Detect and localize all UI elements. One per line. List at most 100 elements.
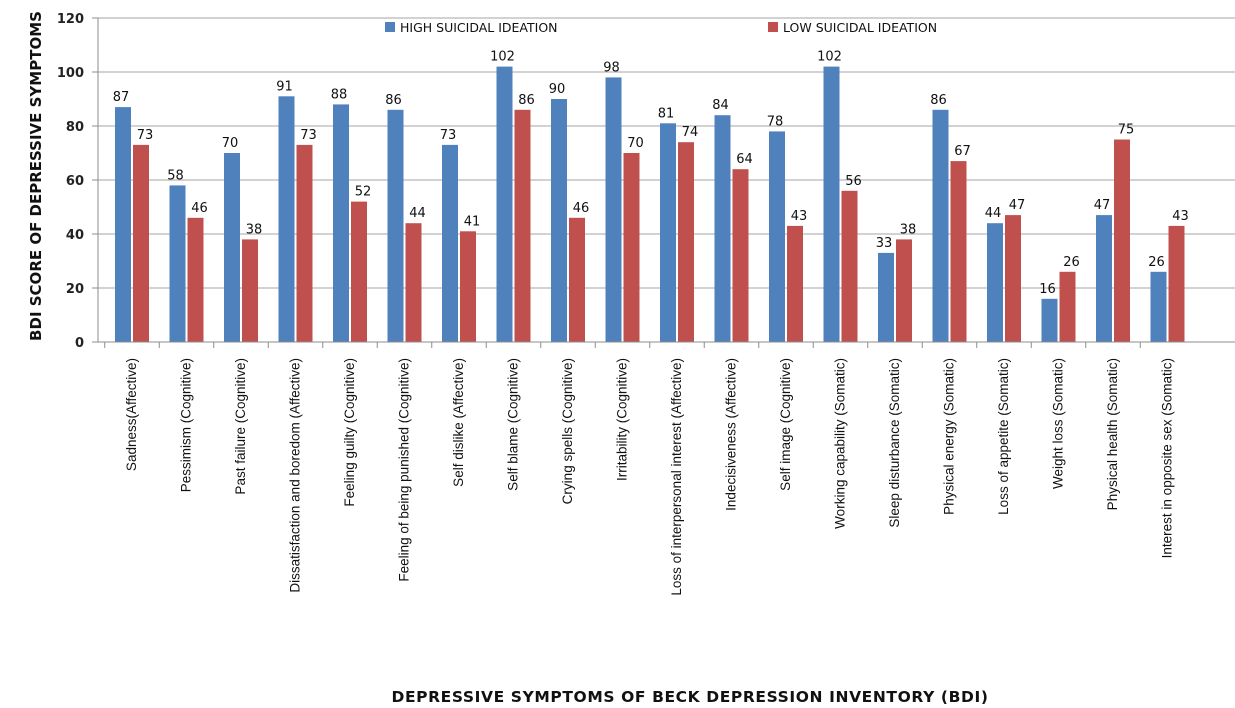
x-category-label: Indecisiveness (Affective)	[724, 358, 739, 511]
data-label-high: 16	[1039, 282, 1056, 297]
bar-high-suicidal-ideation	[660, 123, 676, 342]
data-label-low: 74	[682, 125, 699, 140]
data-label-low: 73	[137, 128, 154, 143]
bar-high-suicidal-ideation	[987, 223, 1003, 342]
data-label-low: 26	[1063, 255, 1080, 270]
bar-high-suicidal-ideation	[714, 115, 731, 342]
bar-high-suicidal-ideation	[387, 109, 404, 342]
data-label-high: 88	[331, 87, 348, 102]
data-labels: 87 73 58 46 70 38 91 73 88 52 86 44 73 41 102 86 90 46 98 7…	[113, 50, 1189, 297]
data-label-high: 33	[876, 236, 893, 251]
data-label-high: 58	[167, 168, 184, 183]
x-category-label: Physical energy (Somatic)	[942, 358, 957, 515]
y-tick-label: 60	[66, 174, 84, 189]
data-label-low: 46	[191, 201, 208, 216]
bars	[115, 66, 1185, 343]
data-label-low: 44	[409, 206, 426, 221]
bar-high-suicidal-ideation	[823, 66, 840, 342]
data-label-high: 102	[490, 50, 515, 65]
bar-low-suicidal-ideation	[896, 239, 912, 342]
x-category-label: Feeling of being punished (Cognitive)	[397, 358, 412, 582]
data-label-low: 56	[845, 174, 862, 189]
bar-low-suicidal-ideation	[351, 201, 367, 342]
x-category-label: Dissatisfaction and boredom (Affective)	[288, 358, 303, 593]
bar-low-suicidal-ideation	[1059, 271, 1076, 342]
bar-low-suicidal-ideation	[242, 239, 258, 342]
y-tick-label: 120	[57, 12, 84, 27]
x-category-label: Interest in opposite sex (Somatic)	[1160, 358, 1175, 558]
bar-low-suicidal-ideation	[678, 142, 694, 342]
data-label-high: 90	[549, 82, 566, 97]
bar-low-suicidal-ideation	[187, 217, 204, 342]
bar-high-suicidal-ideation	[1150, 271, 1167, 342]
data-label-high: 73	[440, 128, 457, 143]
data-label-low: 75	[1118, 123, 1135, 138]
x-category-label: Sadness(Affective)	[124, 358, 139, 471]
bar-low-suicidal-ideation	[460, 231, 476, 342]
bar-high-suicidal-ideation	[1096, 215, 1112, 342]
x-category-label: Past failure (Cognitive)	[233, 358, 248, 495]
bar-high-suicidal-ideation	[278, 96, 295, 342]
bar-high-suicidal-ideation	[551, 99, 567, 342]
bar-high-suicidal-ideation	[932, 109, 949, 342]
data-label-high: 78	[767, 114, 784, 129]
data-label-low: 38	[900, 222, 917, 237]
bar-high-suicidal-ideation	[169, 185, 186, 342]
x-category-label: Self image (Cognitive)	[778, 358, 793, 491]
y-axis-title: BDI SCORE OF DEPRESSIVE SYMPTOMS	[27, 11, 45, 341]
legend-label-high: HIGH SUICIDAL IDEATION	[400, 20, 558, 35]
bar-low-suicidal-ideation	[1005, 215, 1021, 342]
bar-low-suicidal-ideation	[1114, 139, 1130, 342]
bar-high-suicidal-ideation	[605, 77, 622, 343]
bar-low-suicidal-ideation	[623, 153, 640, 342]
bar-low-suicidal-ideation	[732, 169, 749, 342]
data-label-high: 102	[817, 50, 842, 65]
data-label-low: 52	[355, 185, 372, 200]
data-label-low: 86	[518, 93, 535, 108]
legend-swatch-low	[768, 22, 778, 32]
data-label-low: 43	[791, 209, 808, 224]
data-label-high: 86	[930, 93, 947, 108]
x-category-label: Irritability (Cognitive)	[615, 358, 630, 481]
data-label-high: 81	[658, 106, 675, 121]
bar-high-suicidal-ideation	[496, 66, 513, 342]
data-label-low: 43	[1172, 209, 1189, 224]
data-label-high: 91	[276, 79, 293, 94]
data-label-low: 67	[954, 144, 971, 159]
data-label-high: 47	[1094, 198, 1111, 213]
y-tick-label: 0	[75, 336, 84, 351]
data-label-low: 73	[300, 128, 317, 143]
data-label-low: 46	[573, 201, 590, 216]
y-tick-label: 80	[66, 120, 84, 135]
data-label-high: 44	[985, 206, 1002, 221]
x-category-label: Working capability (Somatic)	[833, 358, 848, 529]
bar-high-suicidal-ideation	[878, 252, 894, 342]
bar-low-suicidal-ideation	[1168, 225, 1185, 342]
data-label-low: 47	[1009, 198, 1026, 213]
x-category-label: Pessimism (Cognitive)	[179, 358, 194, 492]
x-axis-category-labels: Sadness(Affective) Pessimism (Cognitive) P…	[104, 342, 1175, 596]
data-label-high: 86	[385, 93, 402, 108]
legend-label-low: LOW SUICIDAL IDEATION	[783, 20, 937, 35]
y-axis-tick-labels: 0 20 40 60 80 100 120	[57, 12, 98, 351]
bar-high-suicidal-ideation	[333, 104, 349, 343]
x-category-label: Weight loss (Somatic)	[1051, 358, 1066, 489]
bar-low-suicidal-ideation	[569, 217, 585, 342]
bar-high-suicidal-ideation	[442, 144, 458, 342]
x-category-label: Crying spells (Cognitive)	[560, 358, 575, 504]
data-label-low: 70	[627, 136, 644, 151]
data-label-low: 41	[464, 214, 481, 229]
x-category-label: Self blame (Cognitive)	[506, 358, 521, 491]
bar-low-suicidal-ideation	[787, 225, 803, 342]
bar-low-suicidal-ideation	[950, 161, 967, 342]
bar-high-suicidal-ideation	[115, 107, 131, 342]
x-category-label: Sleep disturbance (Somatic)	[887, 358, 902, 528]
y-tick-label: 20	[66, 282, 84, 297]
bar-high-suicidal-ideation	[769, 131, 785, 342]
legend: HIGH SUICIDAL IDEATION LOW SUICIDAL IDEA…	[385, 20, 937, 35]
x-category-label: Loss of interpersonal interest (Affectiv…	[669, 358, 684, 596]
bar-high-suicidal-ideation	[224, 153, 240, 342]
data-label-high: 26	[1148, 255, 1165, 270]
data-label-low: 64	[736, 152, 753, 167]
